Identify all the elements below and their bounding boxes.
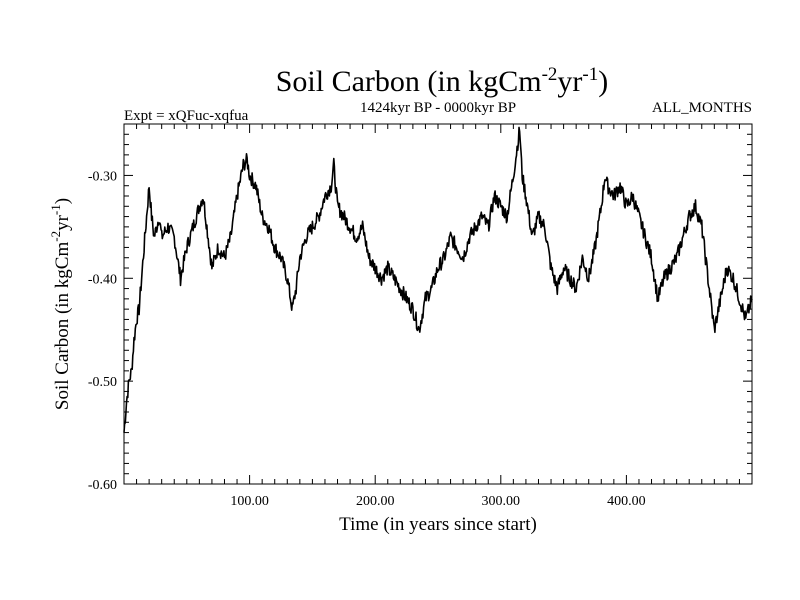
- subtitle-experiment: Expt = xQFuc-xqfua: [124, 108, 249, 124]
- x-tick-label: 100.00: [230, 494, 269, 509]
- y-tick-labels: -0.30 -0.40 -0.50 -0.60: [88, 169, 117, 493]
- y-axis-title-main: Soil Carbon (in kgCm: [52, 242, 73, 411]
- x-tick-label: 200.00: [356, 494, 395, 509]
- series-line-soil-carbon: [123, 126, 753, 433]
- x-tick-label: 300.00: [482, 494, 521, 509]
- y-axis-title-sup1: -2: [48, 231, 63, 242]
- y-axis-title: Soil Carbon (in kgCm-2yr-1): [48, 198, 73, 410]
- y-axis-title-mid: yr: [52, 214, 73, 231]
- x-tick-label: 400.00: [607, 494, 646, 509]
- subtitle-period: 1424kyr BP - 0000kyr BP: [360, 100, 516, 116]
- y-tick-label: -0.30: [88, 169, 117, 184]
- x-axis-title: Time (in years since start): [339, 514, 537, 535]
- y-axis-title-sup2: -1: [48, 204, 63, 215]
- y-tick-label: -0.40: [88, 272, 117, 287]
- x-tick-labels: 100.00 200.00 300.00 400.00: [230, 494, 645, 509]
- y-tick-label: -0.60: [88, 478, 117, 493]
- y-axis-title-end: ): [52, 198, 73, 204]
- chart-title-main: Soil Carbon (in kgCm: [276, 65, 542, 98]
- chart-title: Soil Carbon (in kgCm-2yr-1): [276, 64, 609, 98]
- chart-title-sup2: -1: [582, 64, 598, 85]
- subtitle-months: ALL_MONTHS: [652, 100, 752, 116]
- chart-title-mid: yr: [557, 65, 582, 98]
- chart-title-end: ): [598, 65, 608, 98]
- chart-title-sup1: -2: [542, 64, 558, 85]
- y-tick-label: -0.50: [88, 375, 117, 390]
